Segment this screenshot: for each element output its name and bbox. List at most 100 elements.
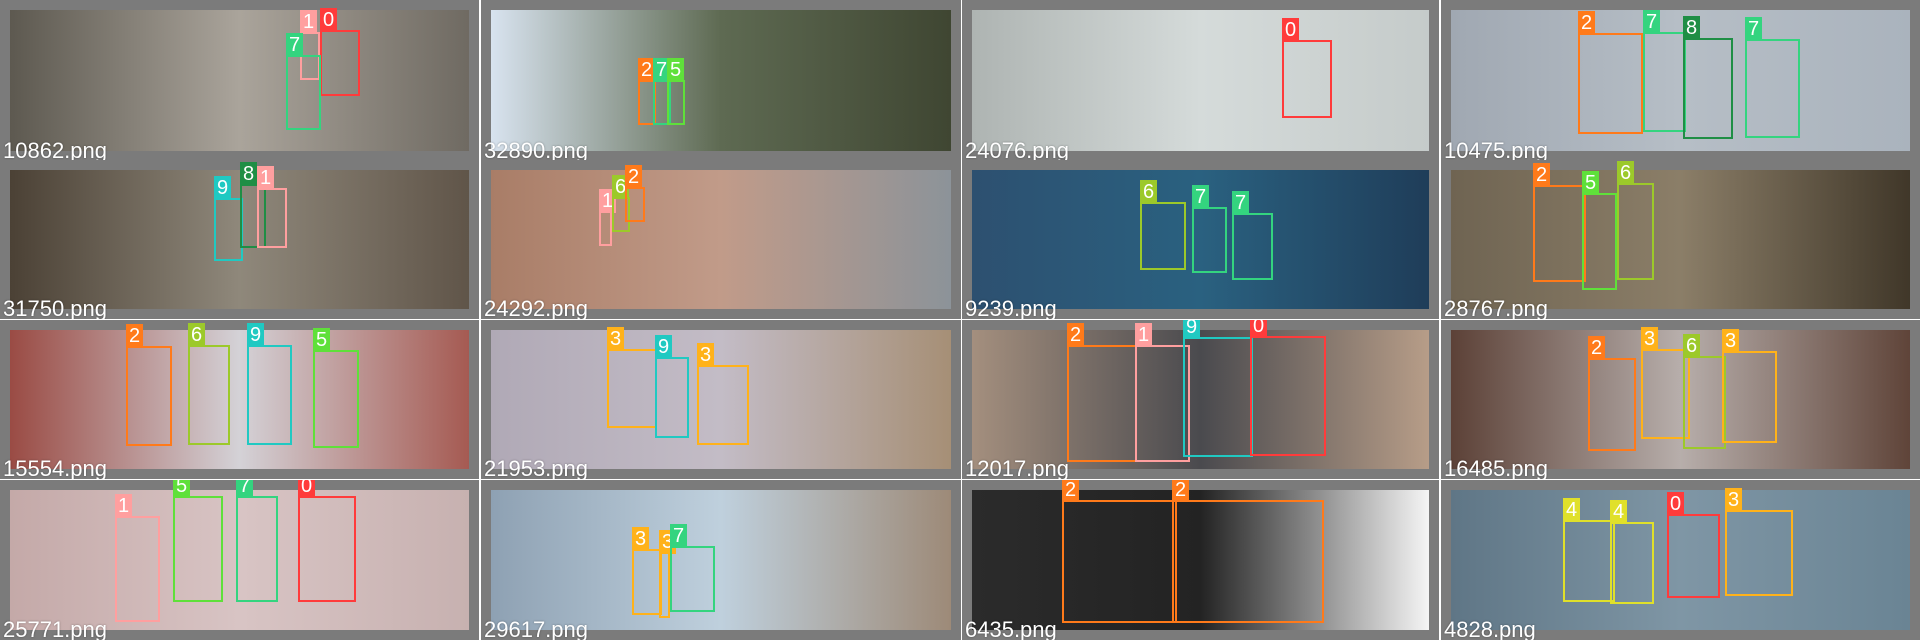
bounding-box-label: 1 xyxy=(115,494,133,518)
bounding-box: 3 xyxy=(1641,327,1690,439)
bounding-box: 5 xyxy=(313,328,359,448)
tile-filename: 29617.png xyxy=(484,617,588,640)
mosaic-tile: 9239.png 6 7 7 xyxy=(962,160,1439,319)
tile-image xyxy=(972,490,1429,630)
bounding-box: 0 xyxy=(1282,18,1332,118)
tile-image xyxy=(491,490,951,630)
mosaic-tile: 25771.png 1 5 7 0 xyxy=(0,480,479,640)
bounding-box: 1 xyxy=(257,166,287,248)
tile-image xyxy=(10,170,469,309)
tile-image xyxy=(972,330,1429,469)
mosaic-tile: 4828.png 4 4 0 3 xyxy=(1441,480,1920,640)
bounding-box-label: 2 xyxy=(1172,480,1190,502)
bounding-box-label: 2 xyxy=(1062,480,1080,502)
tile-image xyxy=(10,490,469,630)
bounding-box-label: 8 xyxy=(240,162,258,186)
tile-filename: 16485.png xyxy=(1444,456,1548,480)
bounding-box-label: 3 xyxy=(1725,488,1743,512)
mosaic-tile: 21953.png 3 9 3 xyxy=(481,320,961,479)
bounding-box: 5 xyxy=(173,480,223,602)
bounding-box-label: 6 xyxy=(612,175,630,199)
bounding-box: 3 xyxy=(632,527,662,615)
bounding-box: 3 xyxy=(697,343,749,445)
bounding-box-label: 6 xyxy=(1140,180,1158,204)
bounding-box: 0 xyxy=(298,480,356,602)
bounding-box-label: 3 xyxy=(632,527,650,551)
tile-image xyxy=(10,10,469,151)
bounding-box: 7 xyxy=(1643,10,1686,132)
mosaic-tile: 31750.png 9 8 1 xyxy=(0,160,479,319)
bounding-box-label: 6 xyxy=(1683,334,1701,358)
bounding-box-label: 7 xyxy=(1745,17,1763,41)
bounding-box-label: 1 xyxy=(300,10,318,34)
bounding-box: 8 xyxy=(240,162,266,248)
bounding-box-label: 7 xyxy=(236,480,254,498)
tile-filename: 6435.png xyxy=(965,617,1057,640)
tile-filename: 28767.png xyxy=(1444,296,1548,320)
mosaic-tile: 6435.png 2 2 xyxy=(962,480,1439,640)
bounding-box-label: 5 xyxy=(667,58,685,82)
tile-filename: 10475.png xyxy=(1444,138,1548,162)
bounding-box-label: 9 xyxy=(247,323,265,347)
bounding-box: 2 xyxy=(1172,480,1324,623)
mosaic-tile: 15554.png 2 6 9 5 xyxy=(0,320,479,479)
bounding-box-label: 2 xyxy=(625,165,643,189)
tile-image xyxy=(972,10,1429,151)
bounding-box: 2 xyxy=(1062,480,1177,623)
tile-filename: 21953.png xyxy=(484,456,588,480)
bounding-box: 2 xyxy=(126,324,172,446)
tile-filename: 9239.png xyxy=(965,296,1057,320)
bounding-box: 6 xyxy=(1140,180,1186,270)
bounding-box-label: 2 xyxy=(1578,11,1596,35)
tile-image xyxy=(491,170,951,309)
bounding-box: 9 xyxy=(655,335,689,438)
bounding-box-label: 1 xyxy=(257,166,275,190)
tile-filename: 31750.png xyxy=(3,296,107,320)
tile-filename: 12017.png xyxy=(965,456,1069,480)
tile-filename: 15554.png xyxy=(3,456,107,480)
bounding-box: 1 xyxy=(1135,323,1190,462)
bounding-box: 1 xyxy=(115,494,160,622)
bounding-box-label: 7 xyxy=(1192,185,1210,209)
bounding-box: 7 xyxy=(236,480,278,602)
mosaic-tile: 32890.png 2 7 5 xyxy=(481,0,961,161)
bounding-box-label: 0 xyxy=(320,8,338,32)
mosaic-tile: 28767.png 2 5 6 xyxy=(1441,160,1920,319)
bounding-box: 9 xyxy=(214,176,243,261)
tile-image xyxy=(10,330,469,469)
tile-filename: 24076.png xyxy=(965,138,1069,162)
bounding-box-label: 9 xyxy=(1183,320,1201,339)
tile-filename: 4828.png xyxy=(1444,617,1536,640)
bounding-box: 6 xyxy=(612,175,630,232)
bounding-box-label: 3 xyxy=(1722,329,1740,353)
bounding-box-label: 3 xyxy=(1641,327,1659,351)
bounding-box: 7 xyxy=(670,524,715,612)
bounding-box: 6 xyxy=(188,323,230,445)
bounding-box-label: 0 xyxy=(298,480,316,498)
bounding-box: 6 xyxy=(1683,334,1726,449)
tile-image xyxy=(491,10,951,151)
bounding-box-label: 5 xyxy=(1582,171,1600,195)
bounding-box: 4 xyxy=(1563,498,1615,602)
mosaic-tile: 10475.png 2 7 8 7 xyxy=(1441,0,1920,161)
bounding-box-label: 0 xyxy=(1282,18,1300,42)
bounding-box: 2 xyxy=(1578,11,1643,134)
tile-filename: 25771.png xyxy=(3,617,107,640)
bounding-box-label: 6 xyxy=(188,323,206,347)
bounding-box: 3 xyxy=(1722,329,1777,443)
bounding-box-label: 4 xyxy=(1563,498,1581,522)
bounding-box-label: 7 xyxy=(1643,10,1661,34)
bounding-box: 7 xyxy=(1745,17,1800,138)
bounding-box: 2 xyxy=(625,165,645,222)
bounding-box: 3 xyxy=(1725,488,1793,596)
tile-image xyxy=(491,330,951,469)
bounding-box: 2 xyxy=(1588,336,1636,451)
bounding-box: 6 xyxy=(1617,161,1654,280)
bounding-box-label: 2 xyxy=(1533,163,1551,187)
bounding-box-label: 2 xyxy=(638,58,656,82)
bounding-box-label: 1 xyxy=(1135,323,1153,347)
bounding-box: 7 xyxy=(286,33,321,130)
bounding-box: 2 xyxy=(1533,163,1586,282)
mosaic-tile: 24292.png 1 6 2 xyxy=(481,160,961,319)
bounding-box: 7 xyxy=(653,58,671,125)
